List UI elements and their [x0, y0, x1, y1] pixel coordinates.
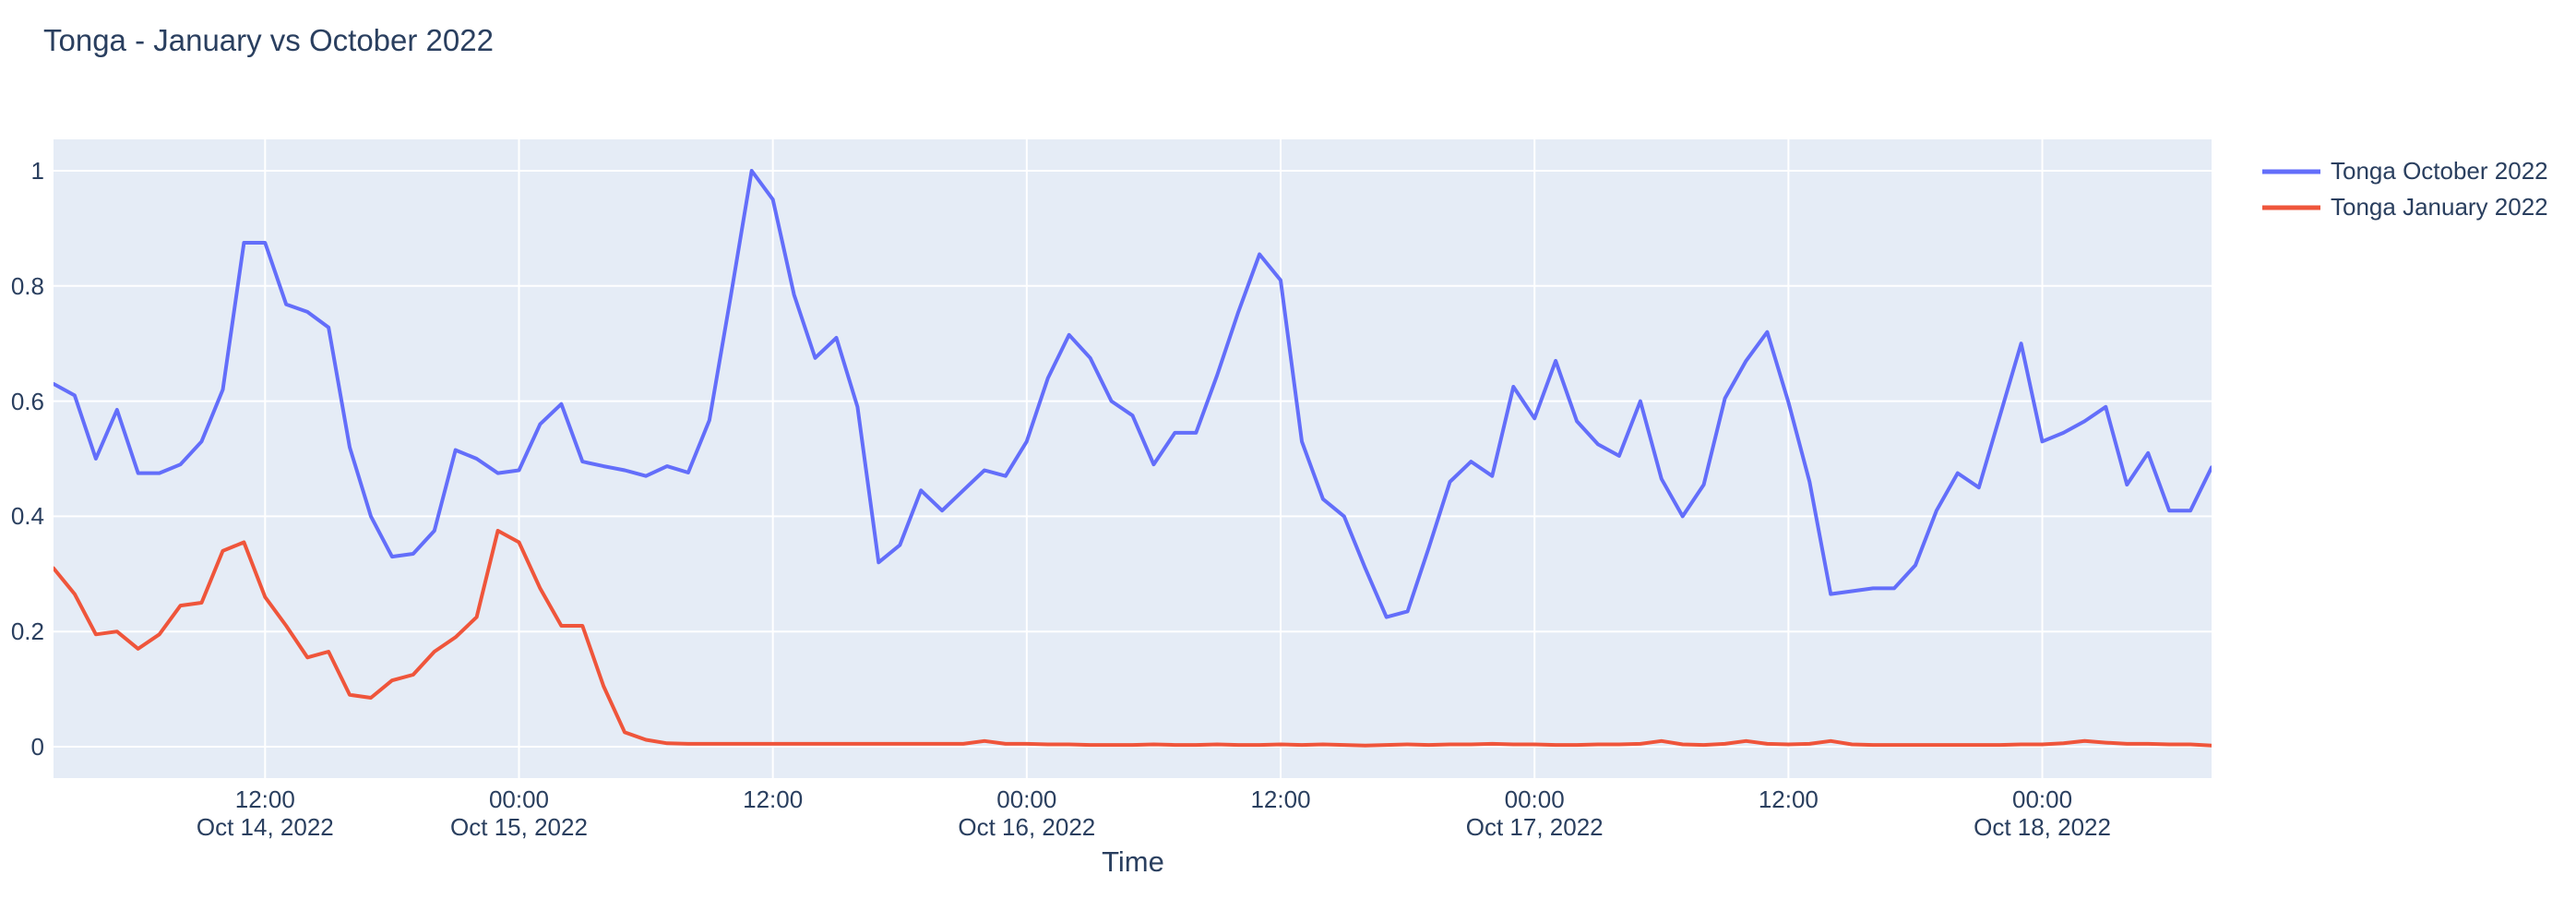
series-line-january[interactable] — [54, 529, 2212, 748]
x-axis-title: Time — [1102, 845, 1164, 878]
x-tick-time: 12:00 — [234, 785, 295, 813]
x-tick-time: 12:00 — [1758, 785, 1819, 813]
x-tick-time: 00:00 — [2012, 785, 2073, 813]
chart-canvas — [54, 139, 2212, 778]
x-tick-label: 00:00 Oct 17, 2022 — [1442, 785, 1627, 841]
y-tick-label: 0.8 — [10, 271, 44, 300]
x-tick-time: 12:00 — [743, 785, 804, 813]
x-tick-time: 00:00 — [488, 785, 550, 813]
y-tick-label: 0.6 — [10, 387, 44, 415]
y-tick-label: 0.4 — [10, 502, 44, 531]
x-tick-label: 12:00 — [681, 785, 865, 813]
x-tick-time: 00:00 — [996, 785, 1057, 813]
x-tick-label: 12:00 — [1696, 785, 1880, 813]
x-tick-date: Oct 16, 2022 — [958, 813, 1096, 841]
legend-item-tonga-january-2022[interactable]: Tonga January 2022 — [2262, 189, 2548, 225]
x-tick-date: Oct 15, 2022 — [450, 813, 588, 841]
legend-line-january-icon — [2262, 205, 2320, 210]
y-tick-label: 0.2 — [10, 617, 44, 646]
x-tick-label: 12:00 Oct 14, 2022 — [173, 785, 357, 841]
x-tick-date: Oct 17, 2022 — [1465, 813, 1604, 841]
legend: Tonga October 2022 Tonga January 2022 — [2262, 153, 2548, 225]
plot-area[interactable] — [54, 139, 2212, 778]
legend-item-tonga-october-2022[interactable]: Tonga October 2022 — [2262, 153, 2548, 189]
x-tick-label: 00:00 Oct 18, 2022 — [1950, 785, 2135, 841]
x-tick-label: 00:00 Oct 15, 2022 — [426, 785, 611, 841]
legend-line-october-icon — [2262, 169, 2320, 174]
x-tick-date: Oct 14, 2022 — [196, 813, 334, 841]
x-tick-label: 00:00 Oct 16, 2022 — [935, 785, 1119, 841]
chart-title: Tonga - January vs October 2022 — [43, 23, 494, 57]
x-tick-label: 12:00 — [1188, 785, 1373, 813]
y-tick-label: 1 — [30, 157, 44, 185]
x-tick-time: 12:00 — [1250, 785, 1311, 813]
legend-label-october: Tonga October 2022 — [2331, 157, 2548, 185]
legend-label-january: Tonga January 2022 — [2331, 193, 2548, 221]
series-line-october[interactable] — [54, 169, 2212, 619]
x-tick-date: Oct 18, 2022 — [1974, 813, 2111, 841]
x-tick-time: 00:00 — [1504, 785, 1565, 813]
y-tick-label: 0 — [30, 733, 44, 761]
